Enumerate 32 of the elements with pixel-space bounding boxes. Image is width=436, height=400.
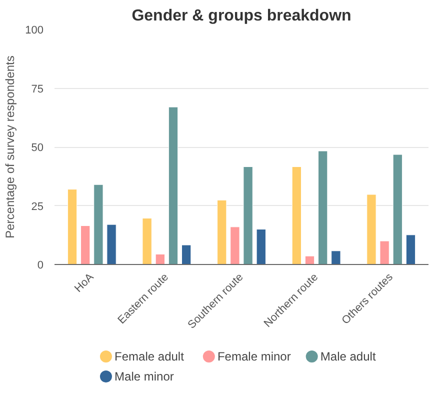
y-tick-label: 50 [31, 142, 44, 154]
x-tick-label: HoA [72, 270, 97, 295]
bar [292, 166, 302, 264]
y-tick-label: 0 [37, 260, 44, 272]
bar [243, 166, 253, 264]
bar [142, 218, 152, 264]
bar [318, 150, 328, 264]
bar [182, 244, 192, 264]
bar [331, 250, 341, 264]
y-tick-label: 100 [25, 24, 44, 36]
chart-title: Gender & groups breakdown [132, 8, 352, 24]
legend-label: Female adult [114, 350, 185, 364]
bar [256, 229, 266, 264]
legend-label: Male adult [320, 350, 376, 364]
bar [230, 226, 240, 264]
bar [67, 189, 78, 264]
y-axis-title: Percentage of survey respondents [3, 56, 18, 238]
bar [106, 224, 116, 264]
y-tick-label: 75 [31, 83, 44, 96]
legend-label: Female minor [217, 350, 291, 364]
bar [304, 256, 315, 264]
bar [80, 225, 90, 264]
bar [217, 200, 227, 264]
bar [155, 254, 165, 264]
bar [168, 106, 178, 264]
bar [380, 240, 390, 264]
bar [94, 184, 104, 264]
bar [392, 154, 402, 264]
legend-label: Male minor [114, 370, 174, 384]
y-tick-label: 25 [31, 200, 44, 213]
bar [366, 194, 376, 264]
bar [406, 234, 416, 264]
